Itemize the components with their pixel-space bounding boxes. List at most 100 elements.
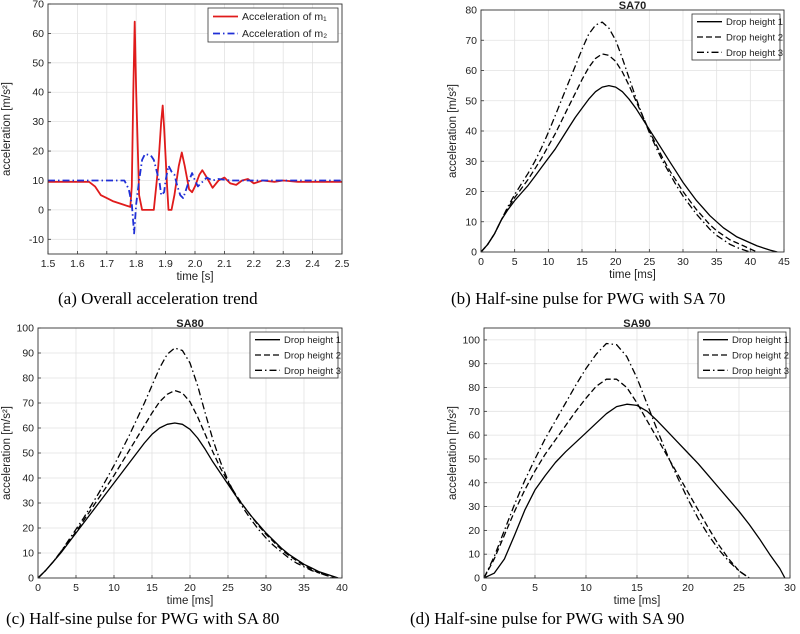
x-tick-label: 20 xyxy=(610,256,622,268)
chart-title: SA90 xyxy=(623,318,651,330)
y-tick-label: 60 xyxy=(22,423,34,435)
y-tick-label: 90 xyxy=(22,348,34,360)
x-tick-label: 30 xyxy=(677,256,689,268)
y-tick-label: 30 xyxy=(468,501,480,513)
x-tick-label: 5 xyxy=(512,256,518,268)
chart-title: SA70 xyxy=(619,0,647,12)
x-tick-label: 1.9 xyxy=(158,258,173,270)
y-tick-label: 30 xyxy=(465,156,477,168)
legend-label: Drop height 2 xyxy=(284,351,341,362)
y-axis-label: acceleration [m/s²] xyxy=(447,406,459,500)
legend-label: Drop height 1 xyxy=(732,335,789,346)
chart-d-svg: 0 5 10 15 20 25 30 0 10 20 30 40 50 60 70 80 90 100 SA90 ti… xyxy=(447,318,796,607)
x-tick-label: 35 xyxy=(298,582,310,594)
y-tick-label: 30 xyxy=(22,498,34,510)
x-tick-label: 20 xyxy=(184,582,196,594)
y-tick-label: 20 xyxy=(22,523,34,535)
x-tick-label: 15 xyxy=(631,582,643,594)
y-tick-label: 50 xyxy=(468,453,480,465)
x-tick-label: 30 xyxy=(784,582,796,594)
legend-label: Drop height 3 xyxy=(732,366,789,377)
y-axis-label: acceleration [m/s²] xyxy=(447,84,459,178)
y-tick-label: 60 xyxy=(465,65,477,77)
x-tick-label: 10 xyxy=(580,582,592,594)
legend-label: Drop height 1 xyxy=(284,335,341,346)
x-tick-label: 5 xyxy=(532,582,538,594)
x-tick-label: 2.4 xyxy=(305,258,320,270)
x-tick-label: 15 xyxy=(576,256,588,268)
legend-label: Drop height 3 xyxy=(726,48,783,59)
legend-label: Drop height 3 xyxy=(284,366,341,377)
chart-panel-b: 0 5 10 15 20 25 30 35 40 45 0 10 20 30 40 50 60 70 80 SA70 t… xyxy=(400,0,800,290)
axes-box xyxy=(483,327,791,579)
caption-a: (a) Overall acceleration trend xyxy=(58,289,258,308)
x-axis-label: time [s] xyxy=(176,271,213,283)
y-tick-label: 10 xyxy=(32,175,44,187)
x-axis-label: time [ms] xyxy=(609,269,656,281)
y-tick-label: 70 xyxy=(32,0,44,11)
x-axis-label: time [ms] xyxy=(614,595,661,607)
axes-box xyxy=(47,3,343,255)
y-tick-label: 0 xyxy=(38,204,44,216)
y-tick-label: 60 xyxy=(468,430,480,442)
y-tick-label: 70 xyxy=(465,35,477,47)
y-tick-label: 100 xyxy=(462,334,480,346)
y-tick-label: 40 xyxy=(468,477,480,489)
series-line-1 xyxy=(484,403,786,578)
y-tick-label: 70 xyxy=(22,398,34,410)
x-tick-label: 1.5 xyxy=(41,258,56,270)
legend-label: Drop height 1 xyxy=(726,17,783,28)
y-tick-label: 80 xyxy=(468,382,480,394)
series-line-3 xyxy=(481,21,751,252)
legend-box xyxy=(207,7,339,43)
chart-b-svg: 0 5 10 15 20 25 30 35 40 45 0 10 20 30 40 50 60 70 80 SA70 t… xyxy=(447,0,790,281)
series-line-1 xyxy=(481,84,778,252)
chart-a-svg: 1.5 1.6 1.7 1.8 1.9 2.0 2.1 2.2 2.3 2.4 2.5 -10 0 10 2… xyxy=(1,0,349,283)
x-tick-label: 1.8 xyxy=(129,258,144,270)
x-tick-label: 1.7 xyxy=(99,258,114,270)
chart-c-svg: 0 5 10 15 20 25 30 35 40 0 10 20 30 40 50 60 70 80 90 100 SA… xyxy=(1,318,348,607)
y-tick-label: 80 xyxy=(465,5,477,17)
legend-label: Acceleration of m₂ xyxy=(242,28,327,40)
series-line-2 xyxy=(481,53,758,252)
x-tick-label: 40 xyxy=(744,256,756,268)
x-tick-label: 0 xyxy=(35,582,41,594)
y-tick-label: 0 xyxy=(471,247,477,259)
axes-box xyxy=(37,327,343,579)
x-tick-label: 35 xyxy=(711,256,723,268)
caption-d: (d) Half-sine pulse for PWG with SA 90 xyxy=(410,609,685,628)
legend-label: Acceleration of m₁ xyxy=(242,11,327,23)
x-tick-label: 0 xyxy=(478,256,484,268)
x-tick-label: 2.1 xyxy=(217,258,232,270)
chart-panel-d: 0 5 10 15 20 25 30 0 10 20 30 40 50 60 70 80 90 100 SA90 ti… xyxy=(400,318,800,608)
y-tick-label: 0 xyxy=(474,573,480,585)
x-tick-label: 2.2 xyxy=(246,258,261,270)
y-tick-label: 20 xyxy=(32,146,44,158)
x-tick-label: 5 xyxy=(73,582,79,594)
caption-c: (c) Half-sine pulse for PWG with SA 80 xyxy=(6,609,280,628)
y-tick-label: 30 xyxy=(32,116,44,128)
x-tick-label: 2.3 xyxy=(276,258,291,270)
y-tick-label: -10 xyxy=(29,234,44,246)
y-tick-label: 80 xyxy=(22,373,34,385)
series-line-3 xyxy=(484,342,750,578)
x-tick-label: 1.6 xyxy=(70,258,85,270)
y-tick-label: 20 xyxy=(465,186,477,198)
x-tick-label: 0 xyxy=(481,582,487,594)
x-tick-label: 40 xyxy=(336,582,348,594)
x-tick-label: 20 xyxy=(682,582,694,594)
chart-panel-a: 1.5 1.6 1.7 1.8 1.9 2.0 2.1 2.2 2.3 2.4 2.5 -10 0 10 2… xyxy=(0,0,400,290)
series-line-1 xyxy=(38,422,339,578)
y-tick-label: 10 xyxy=(22,548,34,560)
y-tick-label: 50 xyxy=(22,448,34,460)
y-axis-label: acceleration [m/s²] xyxy=(1,406,13,500)
y-tick-label: 90 xyxy=(468,358,480,370)
y-tick-label: 40 xyxy=(465,126,477,138)
y-tick-label: 10 xyxy=(465,216,477,228)
x-tick-label: 2.0 xyxy=(188,258,203,270)
chart-panel-c: 0 5 10 15 20 25 30 35 40 0 10 20 30 40 50 60 70 80 90 100 SA… xyxy=(0,318,400,608)
x-tick-label: 10 xyxy=(542,256,554,268)
y-tick-label: 40 xyxy=(32,87,44,99)
x-tick-label: 15 xyxy=(146,582,158,594)
series-line-2 xyxy=(38,389,335,578)
